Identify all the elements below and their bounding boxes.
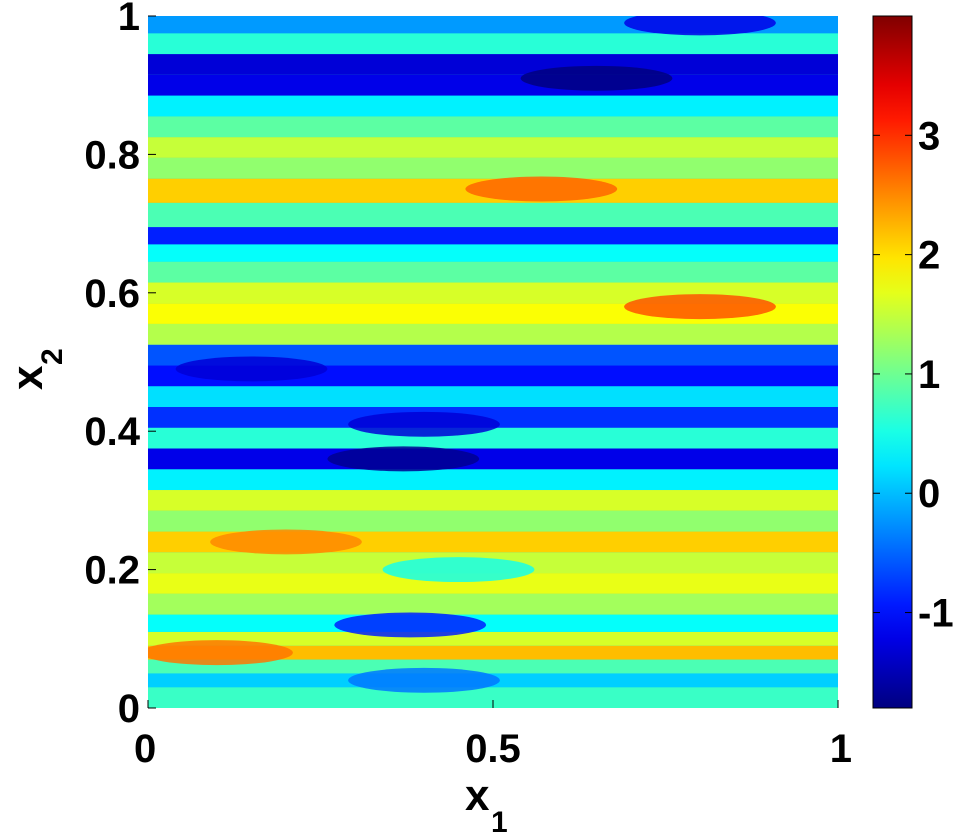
heatmap-band xyxy=(148,386,838,407)
heatmap-band xyxy=(148,510,838,532)
x-tick-label: 0 xyxy=(134,727,156,771)
heatmap-plot-area xyxy=(148,16,838,708)
colorbar-gradient xyxy=(873,16,912,708)
heatmap-blob xyxy=(334,612,487,638)
heatmap-band xyxy=(148,202,838,228)
heatmap-blob xyxy=(210,529,362,555)
heatmap-band xyxy=(148,227,838,245)
colorbar-tick-label: 3 xyxy=(918,114,940,158)
heatmap-blob xyxy=(624,294,776,320)
y-tick-label: 0.6 xyxy=(84,272,140,316)
heatmap-band xyxy=(148,490,838,511)
heatmap-band xyxy=(148,344,838,366)
heatmap-band xyxy=(148,54,838,75)
y-axis-label-subscript: 2 xyxy=(36,348,69,365)
heatmap-blob xyxy=(348,667,500,693)
heatmap-band xyxy=(148,261,838,283)
heatmap-blobs xyxy=(148,16,776,693)
x-tick-label: 0.5 xyxy=(465,727,521,771)
colorbar-tick-label: 2 xyxy=(918,234,940,278)
x-axis-label-subscript: 1 xyxy=(491,806,508,837)
x-axis-ticks: 0 0.5 1 xyxy=(134,700,852,771)
heatmap-band xyxy=(148,74,838,96)
heatmap-band xyxy=(148,157,838,179)
heatmap-band xyxy=(148,573,838,594)
heatmap-band xyxy=(148,593,838,615)
heatmap-band xyxy=(148,406,838,428)
y-tick-label: 0.2 xyxy=(84,549,140,593)
heatmap-blob xyxy=(520,65,673,91)
heatmap-band xyxy=(148,631,838,646)
colorbar-tick-label: 0 xyxy=(918,472,940,516)
heatmap-band xyxy=(148,137,838,158)
x-axis-label: x 1 xyxy=(465,771,508,837)
y-tick-label: 1 xyxy=(118,0,140,39)
heatmap-band xyxy=(148,614,838,632)
colorbar-tick-label: 1 xyxy=(918,353,940,397)
colorbar-frame xyxy=(872,15,913,709)
heatmap-band xyxy=(148,323,838,345)
heatmap-bands xyxy=(148,16,838,708)
heatmap-blob xyxy=(465,176,618,202)
heatmap-band xyxy=(148,427,838,449)
x-tick-label: 1 xyxy=(830,727,852,771)
heatmap-band xyxy=(148,645,838,660)
heatmap-blob xyxy=(148,640,293,666)
y-axis-label: x 2 xyxy=(3,348,69,390)
heatmap-band xyxy=(148,448,838,470)
y-axis-ticks: 0 0.2 0.4 0.6 0.8 1 xyxy=(84,0,156,731)
x-axis-label-main: x xyxy=(465,771,490,820)
y-axis-label-main: x xyxy=(3,365,52,390)
heatmap-blob xyxy=(327,446,480,472)
heatmap-blob xyxy=(382,557,535,583)
heatmap-band xyxy=(148,469,838,491)
heatmap-band xyxy=(148,659,838,674)
heatmap-band xyxy=(148,33,838,55)
heatmap-band xyxy=(148,244,838,262)
heatmap-blob xyxy=(175,356,328,382)
heatmap-band xyxy=(148,116,838,138)
colorbar: -1 0 1 2 3 xyxy=(872,15,954,709)
heatmap-band xyxy=(148,95,838,117)
y-tick-label: 0 xyxy=(118,687,140,731)
heatmap-band xyxy=(148,687,838,708)
colorbar-ticks: -1 0 1 2 3 xyxy=(873,114,954,636)
y-tick-label: 0.4 xyxy=(84,410,140,454)
heatmap-blob xyxy=(348,411,500,437)
y-tick-label: 0.8 xyxy=(84,133,140,177)
heatmap-blob xyxy=(624,16,776,36)
colorbar-tick-label: -1 xyxy=(918,592,954,636)
